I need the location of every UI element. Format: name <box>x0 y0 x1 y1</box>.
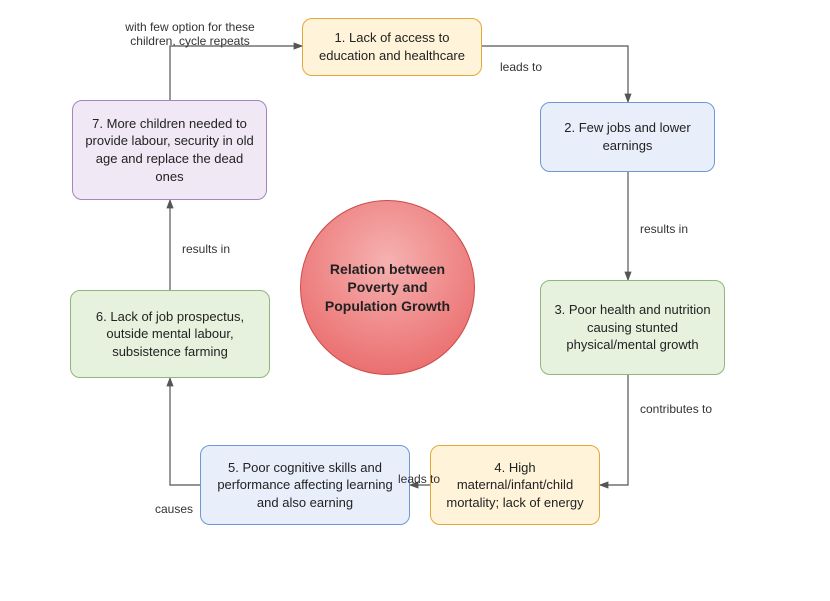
edge-label-n7-n1: with few option for these children, cycl… <box>110 20 270 49</box>
edge-n5-n6 <box>170 378 200 485</box>
node-label: 4. High maternal/infant/child mortality;… <box>443 459 587 512</box>
node-n1: 1. Lack of access to education and healt… <box>302 18 482 76</box>
edge-label-n4-n5: leads to <box>398 472 440 486</box>
edge-label-n1-n2: leads to <box>500 60 542 74</box>
node-label: 5. Poor cognitive skills and performance… <box>213 459 397 512</box>
edge-n7-n1 <box>170 46 302 100</box>
diagram-canvas: Relation between Poverty and Population … <box>0 0 830 601</box>
center-title-circle: Relation between Poverty and Population … <box>300 200 475 375</box>
node-label: 2. Few jobs and lower earnings <box>553 119 702 154</box>
center-title-text: Relation between Poverty and Population … <box>321 260 454 315</box>
edge-label-n3-n4: contributes to <box>640 402 712 416</box>
node-label: 6. Lack of job prospectus, outside menta… <box>83 308 257 361</box>
node-n5: 5. Poor cognitive skills and performance… <box>200 445 410 525</box>
edge-label-n5-n6: causes <box>155 502 193 516</box>
node-label: 3. Poor health and nutrition causing stu… <box>553 301 712 354</box>
node-label: 7. More children needed to provide labou… <box>85 115 254 185</box>
node-n4: 4. High maternal/infant/child mortality;… <box>430 445 600 525</box>
node-n3: 3. Poor health and nutrition causing stu… <box>540 280 725 375</box>
node-n2: 2. Few jobs and lower earnings <box>540 102 715 172</box>
edge-n3-n4 <box>600 375 628 485</box>
edge-label-n2-n3: results in <box>640 222 688 236</box>
node-label: 1. Lack of access to education and healt… <box>315 29 469 64</box>
node-n7: 7. More children needed to provide labou… <box>72 100 267 200</box>
edge-label-n6-n7: results in <box>182 242 230 256</box>
node-n6: 6. Lack of job prospectus, outside menta… <box>70 290 270 378</box>
